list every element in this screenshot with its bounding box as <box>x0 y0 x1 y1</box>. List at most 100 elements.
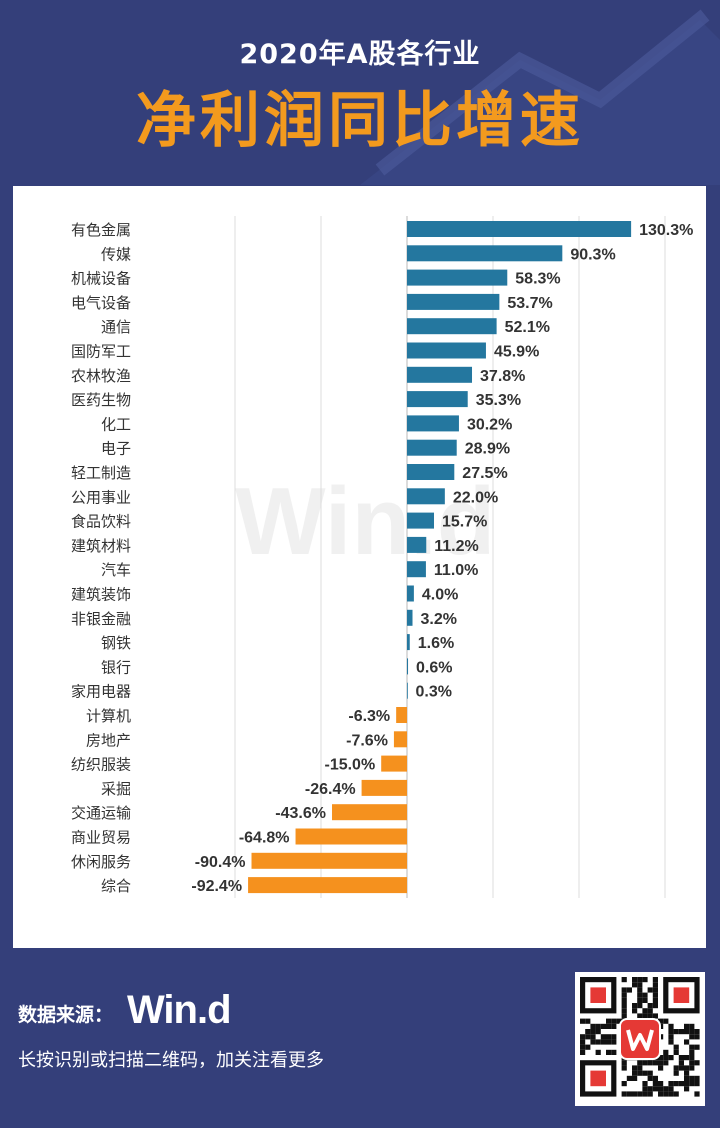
qr-module <box>621 1013 627 1019</box>
category-label: 非银金融 <box>71 610 131 628</box>
source-label: 数据来源： <box>18 1004 114 1026</box>
bar-26 <box>295 828 407 845</box>
qr-module <box>642 992 648 998</box>
category-labels: 有色金属传媒机械设备电气设备通信国防军工农林牧渔医药生物化工电子轻工制造公用事业… <box>71 221 131 895</box>
qr-module <box>647 1003 653 1009</box>
category-label: 纺织服装 <box>71 756 131 774</box>
qr-module <box>585 1018 591 1024</box>
qr-module <box>658 1091 664 1097</box>
footer-note: 长按识别或扫描二维码，加关注看更多 <box>18 1050 324 1071</box>
bar-17 <box>407 609 413 626</box>
qr-module <box>684 1029 690 1035</box>
qr-module <box>658 1055 664 1061</box>
qr-module <box>595 1039 601 1045</box>
qr-module <box>632 1003 638 1009</box>
wind-logo: Win.d <box>127 988 231 1032</box>
qr-module <box>590 1039 596 1045</box>
category-label: 商业贸易 <box>71 829 131 847</box>
qr-module <box>611 1034 617 1040</box>
qr-module <box>606 1039 612 1045</box>
qr-logo-w-icon <box>626 1029 654 1051</box>
value-labels: 130.3% 90.3% 58.3% 53.7% 52.1% 45.9% 37.8% 35.3… <box>191 222 693 895</box>
qr-module <box>694 1081 700 1087</box>
qr-module <box>678 1029 684 1035</box>
qr-module <box>621 1008 627 1014</box>
value-label: -6.3% <box>348 708 390 725</box>
qr-module <box>621 1065 627 1071</box>
qr-module <box>621 997 627 1003</box>
qr-module <box>621 987 627 993</box>
value-label: 0.6% <box>416 659 452 676</box>
qr-module <box>689 1034 695 1040</box>
qr-module <box>658 1081 664 1087</box>
category-label: 银行 <box>101 658 131 676</box>
value-label: -92.4% <box>191 878 242 895</box>
category-label: 房地产 <box>86 731 131 749</box>
header-arrow-graphic <box>360 9 720 185</box>
bar-23 <box>381 755 407 772</box>
qr-module <box>642 1060 648 1066</box>
value-label: 11.0% <box>434 562 478 579</box>
category-label: 钢铁 <box>101 634 131 652</box>
qr-module <box>658 1065 664 1071</box>
qr-module <box>642 1091 648 1097</box>
bar-3 <box>407 269 508 286</box>
category-label: 国防军工 <box>71 343 131 361</box>
qr-module <box>637 1070 643 1076</box>
qr-module <box>689 1029 695 1035</box>
qr-code[interactable] <box>575 972 705 1106</box>
category-label: 农林牧渔 <box>71 367 131 385</box>
category-label: 建筑装饰 <box>71 586 131 604</box>
bar-12 <box>407 488 445 505</box>
qr-module <box>606 1034 612 1040</box>
bar-27 <box>251 852 407 869</box>
qr-module <box>652 1013 658 1019</box>
qr-module <box>590 1029 596 1035</box>
qr-module <box>580 1039 586 1045</box>
bar-5 <box>407 318 497 335</box>
qr-module <box>673 1029 679 1035</box>
qr-module <box>684 1081 690 1087</box>
qr-module <box>585 1044 591 1050</box>
category-label: 计算机 <box>86 707 131 725</box>
qr-module <box>689 1081 695 1087</box>
qr-module <box>621 992 627 998</box>
qr-module <box>684 1086 690 1092</box>
category-label: 医药生物 <box>71 391 131 409</box>
qr-finder-center <box>590 1070 606 1087</box>
qr-module <box>637 982 643 988</box>
qr-module <box>673 1065 679 1071</box>
qr-module <box>642 1081 648 1087</box>
bar-24 <box>361 779 407 796</box>
qr-module <box>626 1091 632 1097</box>
qr-module <box>637 997 643 1003</box>
qr-module <box>689 1055 695 1061</box>
qr-module <box>647 1013 653 1019</box>
bar-1 <box>407 221 632 237</box>
qr-module <box>684 1065 690 1071</box>
qr-module <box>632 1091 638 1097</box>
qr-module <box>673 1070 679 1076</box>
qr-module <box>652 997 658 1003</box>
qr-module <box>642 997 648 1003</box>
qr-module <box>689 1075 695 1081</box>
bar-10 <box>407 439 457 456</box>
qr-module <box>616 1018 622 1024</box>
qr-module <box>694 1075 700 1081</box>
qr-module <box>632 977 638 983</box>
qr-module <box>652 992 658 998</box>
category-label: 电子 <box>101 440 131 458</box>
qr-module <box>668 1023 674 1029</box>
qr-module <box>637 1060 643 1066</box>
qr-module <box>642 977 648 983</box>
value-label: -15.0% <box>324 757 375 774</box>
qr-module <box>647 1086 653 1092</box>
value-label: 28.9% <box>465 441 510 458</box>
bars <box>248 221 632 894</box>
qr-module <box>642 1086 648 1092</box>
qr-module <box>694 1044 700 1050</box>
qr-module <box>600 1023 606 1029</box>
qr-module <box>678 1055 684 1061</box>
bar-25 <box>332 804 407 821</box>
qr-finder-center <box>590 987 606 1003</box>
